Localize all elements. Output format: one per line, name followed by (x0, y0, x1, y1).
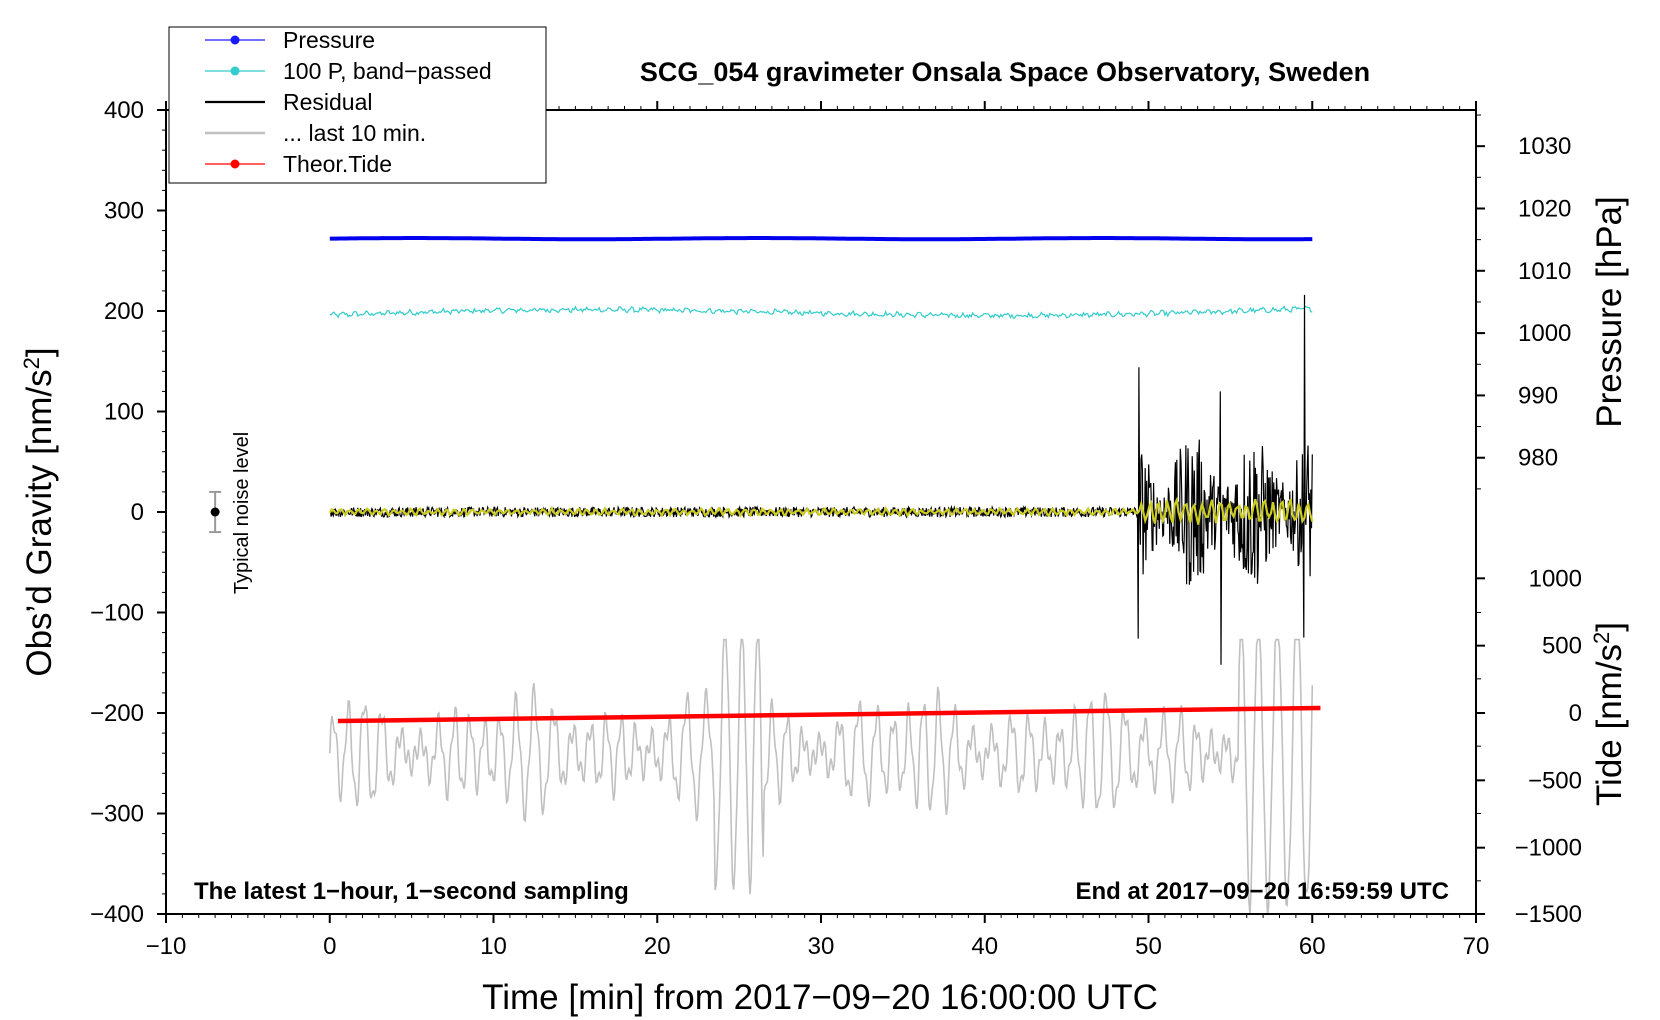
pressure-tick-label: 1010 (1518, 258, 1571, 285)
x-axis-label: Time [min] from 2017−09−20 16:00:00 UTC (482, 978, 1158, 1017)
y-axis-label-left: Obs’d Gravity [nm/s2] (19, 347, 60, 676)
legend-label: 100 P, band−passed (283, 58, 492, 84)
pressure-tick-label: 1020 (1518, 195, 1571, 222)
pressure-tick-label: 1000 (1518, 320, 1571, 347)
pressure-tick-label: 990 (1518, 382, 1558, 409)
series-band-passed (329, 305, 1313, 319)
tide-tick-label: −500 (1528, 767, 1582, 794)
legend-box (168, 26, 547, 184)
tide-tick-label: −1500 (1515, 901, 1582, 928)
y-tick-label: 0 (131, 499, 144, 526)
y-tick-label: 300 (104, 198, 144, 225)
legend-marker (230, 66, 240, 76)
legend-label: ... last 10 min. (283, 120, 426, 146)
plot-frame (165, 109, 1477, 915)
y-axis-label-tide: Tide [nm/s2] (1589, 622, 1630, 806)
annotation-left: The latest 1−hour, 1−second sampling (194, 878, 629, 905)
x-tick-label: −10 (146, 933, 187, 960)
legend-label: Residual (283, 89, 373, 115)
legend-marker (230, 159, 240, 169)
series-last-10-min (329, 638, 1314, 915)
y-tick-label: −300 (90, 801, 144, 828)
series-pressure (329, 236, 1313, 242)
x-tick-label: 50 (1135, 933, 1162, 960)
legend-label: Theor.Tide (283, 151, 392, 177)
y-axis-label-pressure: Pressure [hPa] (1590, 196, 1629, 428)
pressure-tick-label: 980 (1518, 445, 1558, 472)
y-tick-label: 400 (104, 97, 144, 124)
y-tick-label: 200 (104, 298, 144, 325)
x-tick-label: 40 (971, 933, 998, 960)
legend: Pressure 100 P, band−passed Residual ... la… (168, 26, 547, 184)
annotation-right: End at 2017−09−20 16:59:59 UTC (1075, 878, 1449, 905)
tide-tick-label: −1000 (1515, 835, 1582, 862)
x-tick-label: 0 (323, 933, 336, 960)
series-theor-tide (337, 705, 1321, 724)
y-tick-label: 100 (104, 399, 144, 426)
axis-ticks: −10 0 10 20 30 40 50 60 704003002001000−100−200−… (90, 97, 1582, 960)
y-tick-label: −200 (90, 700, 144, 727)
x-tick-label: 10 (480, 933, 507, 960)
x-tick-label: 30 (808, 933, 835, 960)
pressure-tick-label: 1030 (1518, 133, 1571, 160)
legend-label: Pressure (283, 27, 375, 53)
noise-error-bar: Typical noise level (209, 432, 253, 594)
tide-tick-label: 0 (1569, 700, 1582, 727)
legend-marker (230, 35, 240, 45)
series-residual-smoothed (328, 496, 1314, 525)
x-tick-label: 70 (1463, 933, 1490, 960)
chart-title: SCG_054 gravimeter Onsala Space Observat… (640, 57, 1370, 87)
data-series (328, 236, 1321, 915)
y-tick-label: −400 (90, 901, 144, 928)
x-tick-label: 20 (644, 933, 671, 960)
tide-tick-label: 500 (1542, 633, 1582, 660)
y-tick-label: −100 (90, 600, 144, 627)
tide-tick-label: 1000 (1529, 565, 1582, 592)
noise-bar-point (210, 507, 220, 517)
noise-bar-label: Typical noise level (231, 432, 253, 594)
x-tick-label: 60 (1299, 933, 1326, 960)
